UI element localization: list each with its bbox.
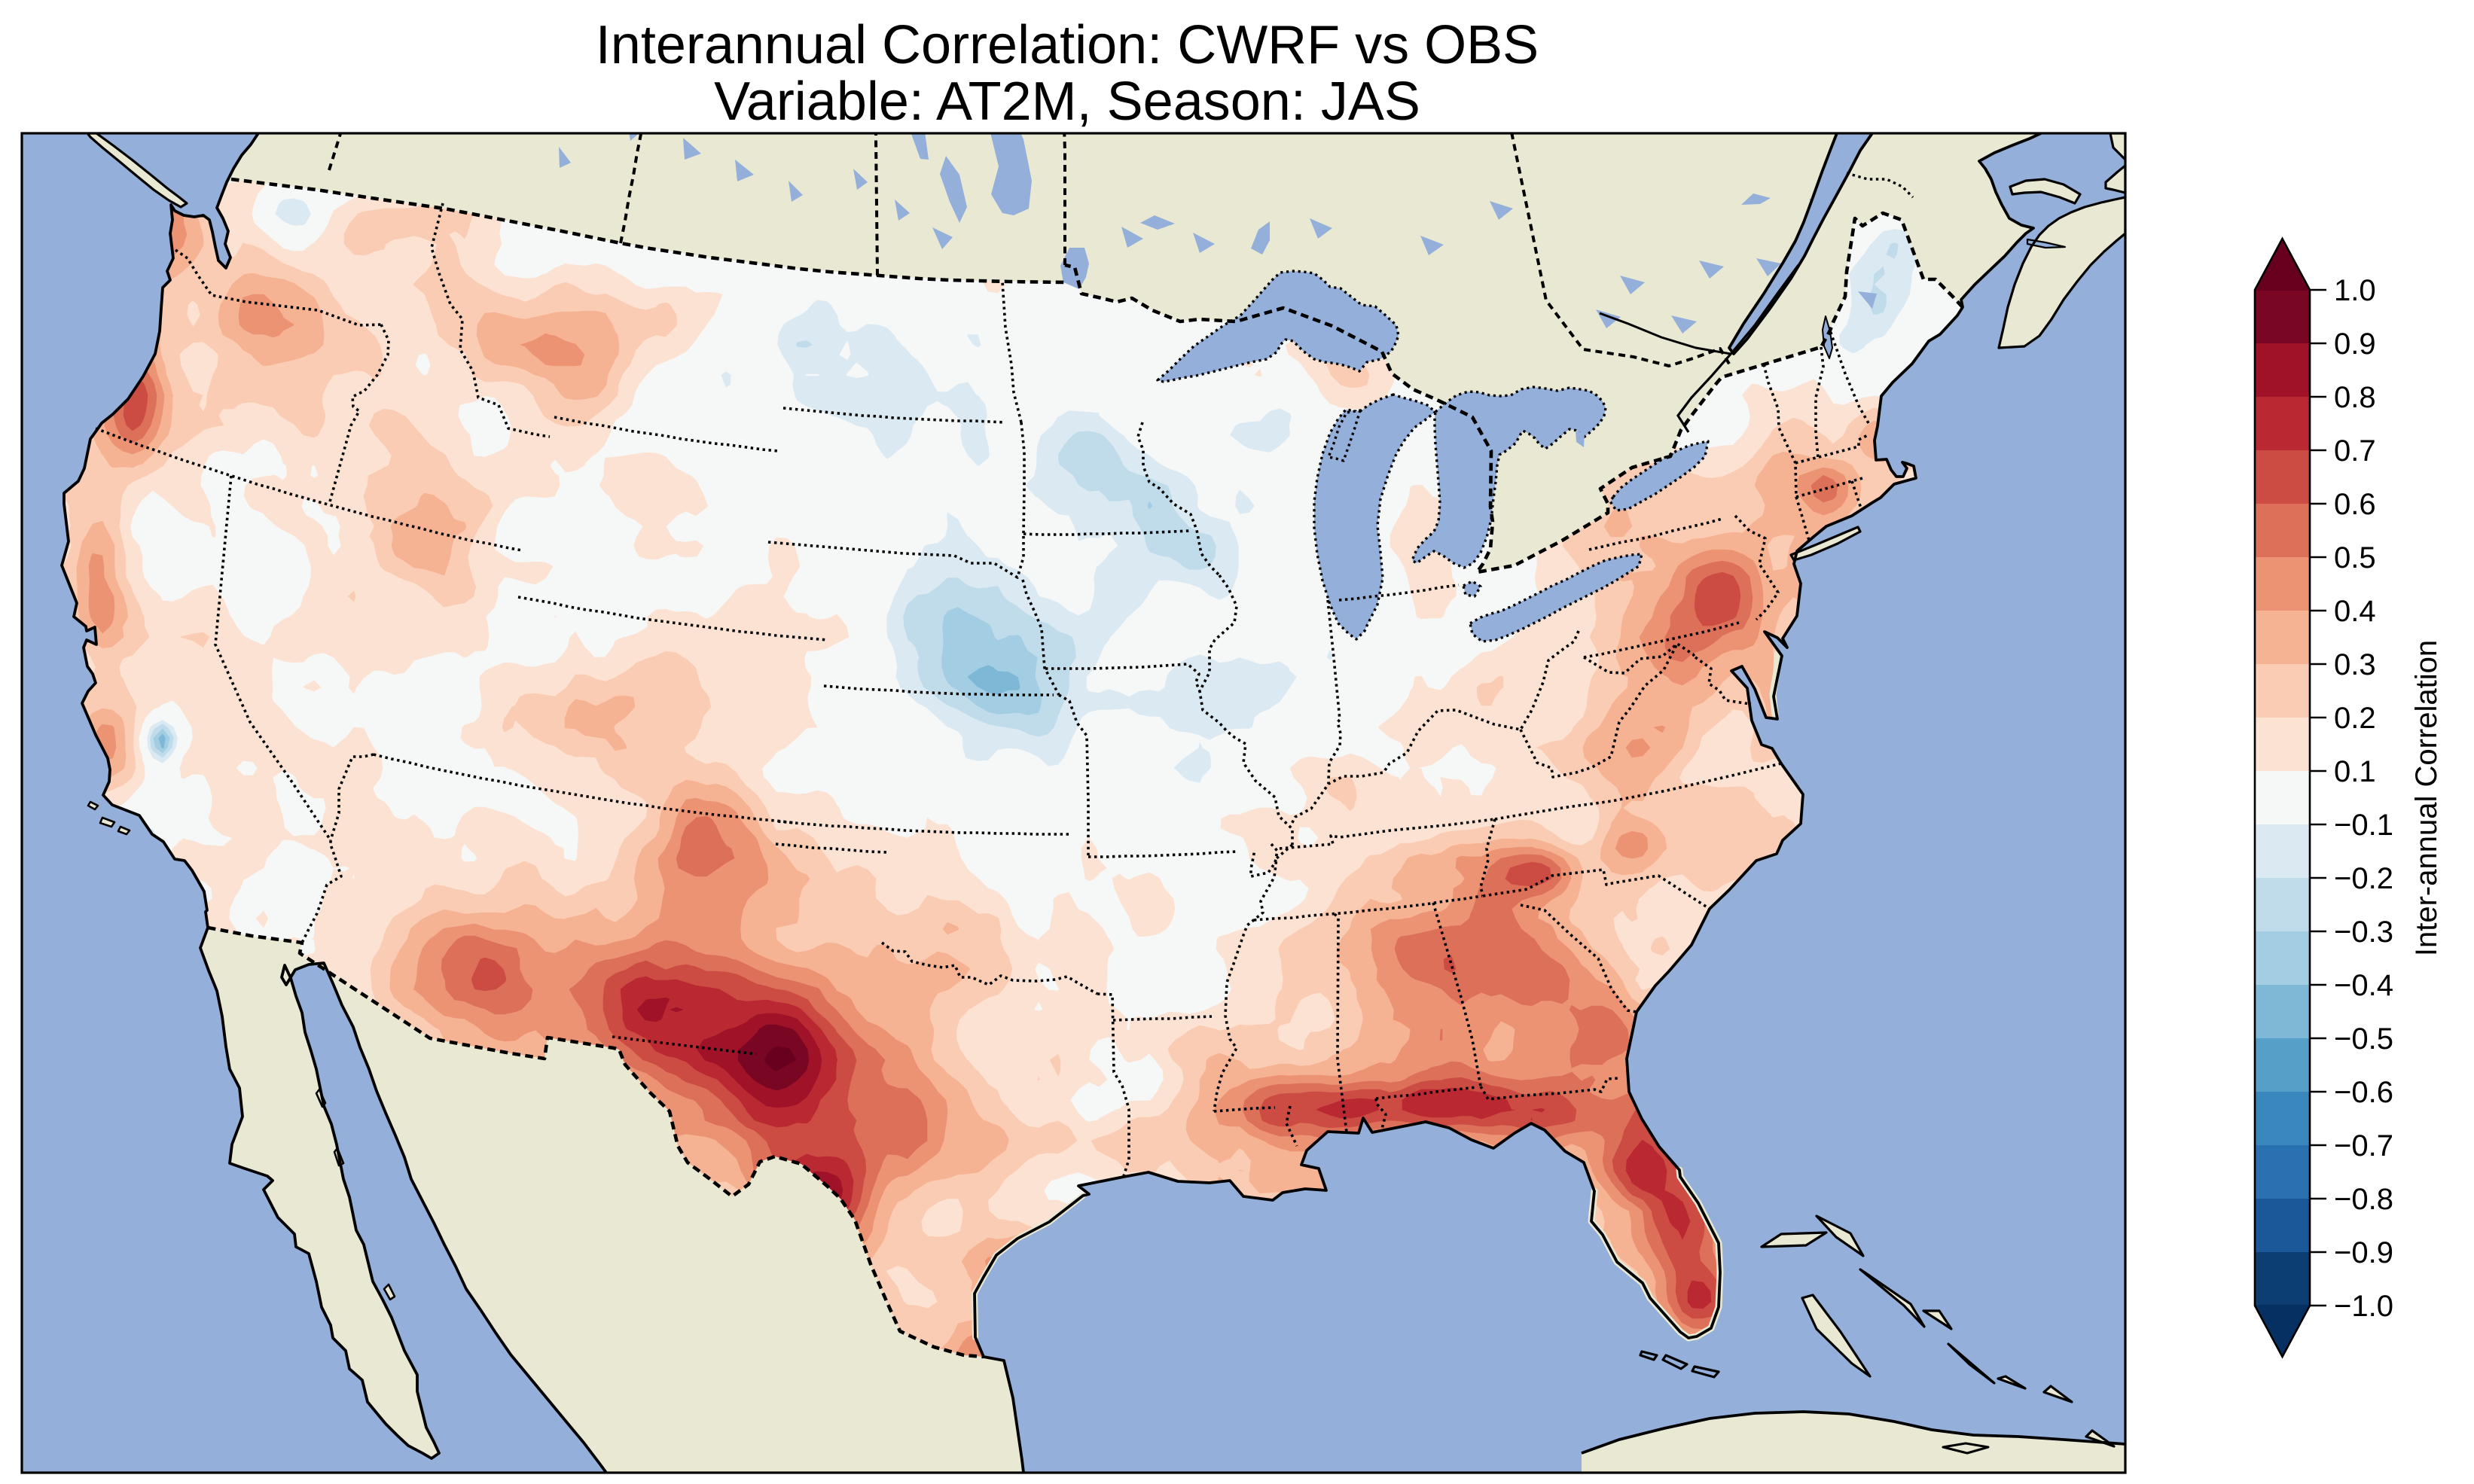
svg-text:0.4: 0.4 bbox=[2334, 595, 2376, 628]
svg-text:−0.3: −0.3 bbox=[2334, 916, 2393, 949]
svg-text:Inter-annual Correlation: Inter-annual Correlation bbox=[2410, 640, 2443, 956]
svg-text:0.1: 0.1 bbox=[2334, 755, 2376, 788]
svg-text:−0.6: −0.6 bbox=[2334, 1076, 2393, 1109]
svg-text:−0.5: −0.5 bbox=[2334, 1022, 2393, 1056]
svg-text:−0.7: −0.7 bbox=[2334, 1129, 2393, 1163]
svg-text:0.5: 0.5 bbox=[2334, 541, 2376, 574]
svg-text:Variable: AT2M, Season: JAS: Variable: AT2M, Season: JAS bbox=[714, 72, 1420, 132]
svg-text:0.9: 0.9 bbox=[2334, 328, 2376, 361]
svg-text:−1.0: −1.0 bbox=[2334, 1290, 2393, 1323]
svg-text:−0.1: −0.1 bbox=[2334, 809, 2393, 842]
svg-text:−0.8: −0.8 bbox=[2334, 1183, 2393, 1216]
svg-text:0.2: 0.2 bbox=[2334, 702, 2376, 735]
svg-text:0.7: 0.7 bbox=[2334, 434, 2376, 468]
svg-text:1.0: 1.0 bbox=[2334, 274, 2376, 307]
svg-text:−0.4: −0.4 bbox=[2334, 969, 2393, 1002]
svg-text:0.6: 0.6 bbox=[2334, 488, 2376, 521]
svg-text:0.3: 0.3 bbox=[2334, 648, 2376, 681]
svg-text:Interannual Correlation: CWRF: Interannual Correlation: CWRF vs OBS bbox=[596, 15, 1539, 75]
svg-text:−0.9: −0.9 bbox=[2334, 1236, 2393, 1269]
svg-text:0.8: 0.8 bbox=[2334, 381, 2376, 414]
svg-text:−0.2: −0.2 bbox=[2334, 862, 2393, 895]
